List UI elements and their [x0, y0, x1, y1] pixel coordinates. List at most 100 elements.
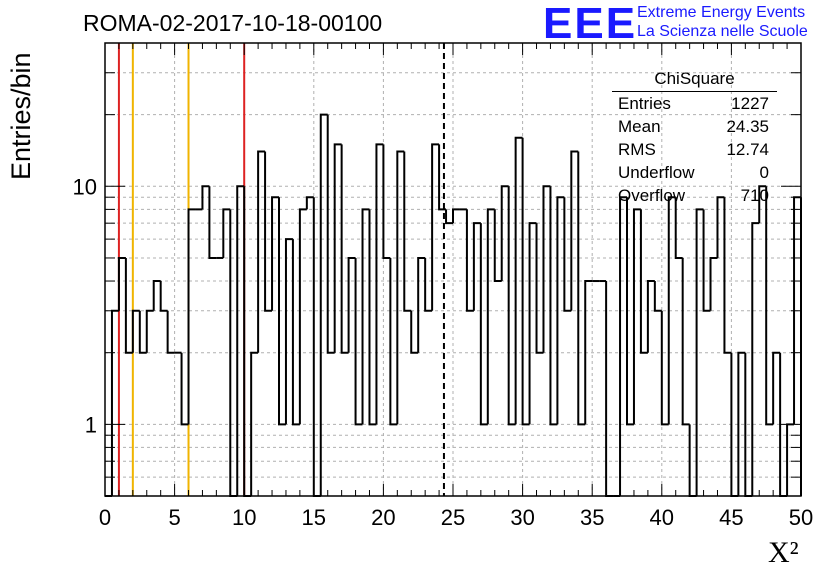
- histogram-bin: [570, 150, 579, 311]
- stats-label: Entries: [618, 94, 671, 113]
- histogram-bin: [403, 151, 412, 312]
- x-tick-label: 30: [510, 505, 534, 530]
- histogram-bin: [479, 223, 488, 426]
- histogram-bin: [333, 143, 342, 353]
- histogram-bin: [187, 208, 196, 425]
- histogram-bin: [424, 257, 433, 312]
- histogram-bin: [619, 196, 627, 496]
- histogram-bin: [124, 257, 133, 354]
- x-tick-label: 0: [99, 505, 111, 530]
- y-axis-label: Entries/bin: [6, 52, 36, 180]
- stats-box: ChiSquare Entries 1227 Mean 24.35 RMS 12…: [612, 67, 777, 207]
- histogram-bin: [556, 196, 565, 425]
- y-tick-label: 10: [73, 174, 97, 199]
- histogram-bin: [257, 150, 266, 353]
- histogram-bin: [445, 209, 453, 225]
- histogram-bin: [271, 196, 279, 311]
- eee-logo: EEE: [543, 0, 638, 48]
- histogram-bin: [626, 197, 634, 426]
- histogram-bin: [514, 136, 523, 425]
- stats-title: ChiSquare: [612, 67, 777, 92]
- histogram-bin: [751, 222, 760, 496]
- histogram-bin: [417, 256, 426, 353]
- histogram-bin: [542, 185, 551, 353]
- axis-ticks: [104, 43, 802, 496]
- histogram-bin: [716, 196, 725, 258]
- histogram-bin: [653, 281, 662, 312]
- histogram-bin: [326, 114, 335, 354]
- histogram-bin: [772, 351, 781, 425]
- histogram-bin: [117, 256, 126, 311]
- histogram-bin: [278, 197, 286, 426]
- histogram-bin: [507, 186, 516, 426]
- x-tick-label: 45: [719, 505, 743, 530]
- histogram-bin: [563, 197, 572, 312]
- histogram-bin: [145, 309, 154, 353]
- histogram-bin: [632, 208, 641, 425]
- histogram-bin: [500, 185, 509, 282]
- x-tick-label: 10: [232, 505, 256, 530]
- histogram-bin: [521, 137, 530, 426]
- stats-value: 0: [759, 163, 769, 182]
- histogram-bin: [646, 280, 655, 353]
- x-tick-label: 15: [302, 505, 326, 530]
- histogram-bin: [208, 186, 217, 259]
- histogram-bin: [765, 186, 774, 426]
- histogram-bin: [549, 186, 558, 426]
- histogram-bin: [438, 144, 447, 211]
- x-tick-label: 50: [789, 505, 813, 530]
- histogram-bin: [361, 208, 370, 425]
- histogram-bin: [180, 352, 189, 426]
- histogram-bin: [465, 209, 474, 312]
- x-tick-label: 5: [168, 505, 180, 530]
- stats-row: RMS 12.74: [612, 138, 777, 161]
- stats-value: 1227: [731, 94, 769, 113]
- histogram-bin: [486, 208, 495, 425]
- histogram-bin: [291, 239, 300, 426]
- stats-row: Underflow 0: [612, 161, 777, 184]
- histogram-bin: [110, 309, 119, 496]
- x-tick-label: 35: [580, 505, 604, 530]
- histogram-bin: [410, 310, 419, 354]
- chart-title: ROMA-02-2017-10-18-00100: [83, 10, 383, 36]
- histogram-bin: [354, 257, 363, 426]
- x-axis-label: X²: [768, 536, 799, 569]
- x-tick-label: 20: [371, 505, 395, 530]
- x-tick-label: 25: [441, 505, 465, 530]
- histogram-bin: [695, 208, 704, 496]
- stats-row: Mean 24.35: [612, 115, 777, 138]
- stats-value: 12.74: [726, 140, 769, 159]
- histogram-bin: [723, 197, 732, 354]
- histogram-bin: [535, 223, 544, 354]
- histogram-series: [105, 113, 802, 497]
- x-tick-label: 40: [650, 505, 674, 530]
- histogram-bin: [305, 196, 314, 210]
- histogram-bin: [243, 186, 252, 497]
- histogram-bin: [250, 351, 259, 496]
- histogram-bin: [340, 144, 349, 354]
- histogram-bin: [222, 208, 231, 258]
- histogram-bin: [298, 208, 307, 425]
- reference-lines: [117, 43, 445, 496]
- stats-value: 710: [740, 186, 769, 205]
- histogram-bin: [702, 209, 711, 312]
- histogram-bin: [138, 310, 147, 354]
- histogram-bin: [493, 209, 502, 283]
- histogram-bin: [319, 113, 328, 496]
- histogram-bin: [264, 151, 273, 312]
- histogram-bin: [660, 310, 669, 426]
- histogram-bin: [159, 281, 168, 312]
- histogram-bin: [166, 310, 175, 354]
- histogram-bin: [284, 238, 293, 425]
- histogram-bin: [667, 196, 676, 425]
- histogram-bin: [131, 309, 140, 353]
- histogram-bin: [674, 197, 683, 259]
- histogram-bin: [737, 351, 746, 496]
- x-tick-labels: 0 5 10 15 20 25 30 35 40 45 50: [99, 505, 813, 530]
- histogram-bin: [236, 185, 245, 496]
- histogram-bin: [396, 150, 405, 425]
- y-tick-label: 1: [85, 412, 97, 437]
- logo-line-1: Extreme Energy Events: [637, 4, 806, 21]
- histogram-bin: [347, 256, 356, 353]
